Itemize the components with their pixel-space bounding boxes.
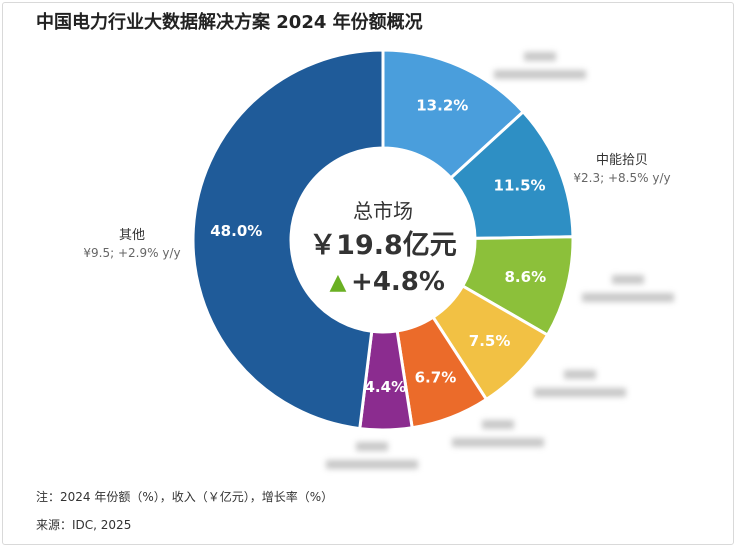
vendor-label — [534, 370, 626, 397]
slice-percent-label: 7.5% — [469, 332, 511, 350]
vendor-detail: ¥9.5; +2.9% y/y — [83, 246, 180, 260]
center-growth: +4.8% — [351, 267, 445, 297]
slice-labels: 13.2% 11.5% 8.6% 7.5% 6.7% 4.4% 48.0% — [210, 96, 546, 395]
blurred-vendor-detail — [452, 438, 544, 447]
donut-slices — [191, 48, 575, 432]
vendor-label — [326, 442, 418, 469]
blurred-vendor-detail — [582, 293, 674, 302]
vendor-detail: ¥2.3; +8.5% y/y — [573, 171, 670, 185]
blurred-vendor-detail — [326, 460, 418, 469]
vendor-label — [494, 52, 586, 79]
vendor-label — [452, 420, 544, 447]
growth-up-arrow-icon: ▲ — [330, 270, 347, 295]
external-labels: 中能拾贝 ¥2.3; +8.5% y/y 其他 ¥9.5; +2.9% y/y — [83, 52, 674, 469]
center-block: 总市场 ￥19.8亿元 ▲ +4.8% — [309, 199, 457, 297]
chart-title: 中国电力行业大数据解决方案 2024 年份额概况 — [36, 12, 423, 33]
footnote-units: 注：2024 年份额（%），收入（￥亿元），增长率（%） — [36, 490, 334, 504]
vendor-name: 中能拾贝 — [596, 153, 648, 168]
vendor-label: 中能拾贝 ¥2.3; +8.5% y/y — [573, 153, 670, 185]
blurred-vendor-name — [356, 442, 388, 451]
vendor-label — [582, 275, 674, 302]
slice-percent-label: 13.2% — [416, 96, 468, 114]
blurred-vendor-detail — [494, 70, 586, 79]
vendor-name: 其他 — [119, 228, 145, 243]
slice-percent-label: 6.7% — [415, 368, 457, 386]
donut-slice — [191, 48, 385, 431]
blurred-vendor-name — [612, 275, 644, 284]
blurred-vendor-detail — [534, 388, 626, 397]
footnote-source: 来源：IDC, 2025 — [36, 518, 132, 532]
blurred-vendor-name — [564, 370, 596, 379]
blurred-vendor-name — [482, 420, 514, 429]
vendor-label: 其他 ¥9.5; +2.9% y/y — [83, 228, 180, 260]
slice-percent-label: 11.5% — [494, 177, 546, 195]
center-label: 总市场 — [353, 199, 413, 223]
slice-percent-label: 48.0% — [210, 222, 262, 240]
slice-percent-label: 4.4% — [365, 378, 407, 396]
blurred-vendor-name — [524, 52, 556, 61]
slice-percent-label: 8.6% — [505, 268, 547, 286]
center-value: ￥19.8亿元 — [309, 230, 457, 261]
